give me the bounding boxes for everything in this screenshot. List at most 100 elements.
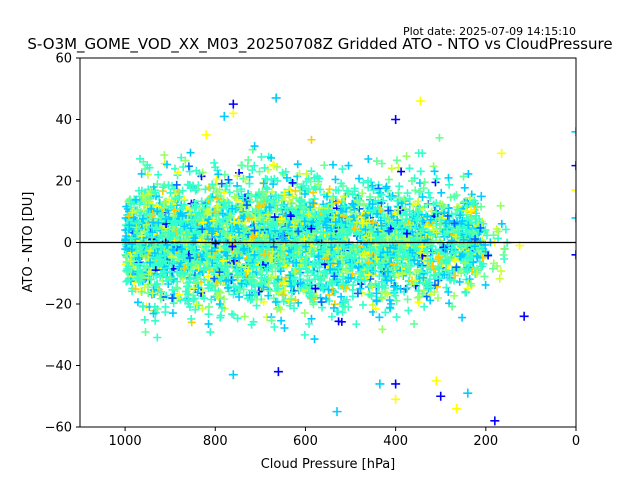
data-point	[366, 245, 375, 254]
data-point	[239, 285, 248, 294]
data-point	[431, 178, 440, 187]
data-point	[211, 239, 220, 248]
data-point	[461, 288, 470, 297]
data-point	[444, 173, 453, 182]
data-point	[341, 248, 350, 257]
data-point	[292, 209, 301, 218]
data-point	[195, 169, 204, 178]
data-point	[424, 188, 433, 197]
data-point	[426, 193, 435, 202]
data-point	[246, 190, 255, 199]
data-point	[154, 170, 163, 179]
data-point	[402, 152, 411, 161]
data-point	[133, 298, 142, 307]
data-point	[366, 192, 375, 201]
data-point	[279, 229, 288, 238]
data-point	[255, 213, 264, 222]
data-point	[299, 203, 308, 212]
data-point	[412, 216, 421, 225]
data-point	[204, 319, 213, 328]
data-point	[175, 192, 184, 201]
data-point	[330, 213, 339, 222]
data-point	[355, 196, 364, 205]
data-point	[245, 291, 254, 300]
data-point	[205, 225, 214, 234]
data-point	[371, 304, 380, 313]
data-point	[353, 289, 362, 298]
data-point	[294, 247, 303, 256]
data-point	[168, 294, 177, 303]
data-point	[286, 212, 295, 221]
data-point	[305, 292, 314, 301]
data-point	[219, 256, 228, 265]
data-point	[138, 191, 147, 200]
data-point	[204, 284, 213, 293]
data-point	[451, 209, 460, 218]
data-point	[293, 160, 302, 169]
data-point	[160, 251, 169, 260]
data-point	[358, 219, 367, 228]
data-point	[327, 312, 336, 321]
data-point	[455, 252, 464, 261]
data-point	[369, 186, 378, 195]
data-point	[122, 277, 131, 286]
data-point	[295, 269, 304, 278]
data-point	[151, 188, 160, 197]
data-point	[155, 234, 164, 243]
data-point	[571, 250, 576, 260]
data-point	[167, 220, 176, 229]
data-point	[371, 280, 380, 289]
data-point	[462, 255, 471, 264]
data-point	[349, 200, 358, 209]
data-point	[372, 297, 381, 306]
data-point	[307, 224, 316, 233]
data-point	[339, 192, 348, 201]
data-points	[121, 93, 576, 426]
data-point	[228, 242, 237, 251]
data-point	[343, 186, 352, 195]
data-point	[328, 278, 337, 287]
data-point	[337, 220, 346, 229]
data-point	[440, 209, 449, 218]
data-point	[277, 316, 286, 325]
data-point	[140, 227, 149, 236]
data-point	[448, 302, 457, 311]
data-point	[237, 161, 246, 170]
data-point	[244, 255, 253, 264]
data-point	[428, 261, 437, 270]
data-point	[339, 212, 348, 221]
data-point	[202, 200, 211, 209]
data-point	[141, 196, 150, 205]
data-point	[411, 244, 420, 253]
data-point	[420, 302, 429, 311]
data-point	[306, 280, 315, 289]
data-point	[337, 179, 346, 188]
data-point	[494, 234, 503, 243]
data-point	[388, 191, 397, 200]
data-point	[501, 225, 510, 234]
data-point	[260, 163, 269, 172]
data-point	[137, 231, 146, 240]
data-point	[354, 263, 363, 272]
data-point	[387, 193, 396, 202]
data-point	[275, 227, 284, 236]
y-axis-label: ATO - NTO [DU]	[21, 192, 36, 293]
data-point	[405, 194, 414, 203]
data-point	[288, 192, 297, 201]
x-axis: 1000 800 600 400 200 0	[109, 427, 580, 449]
data-point	[398, 268, 407, 277]
data-point	[369, 218, 378, 227]
data-point	[168, 309, 177, 318]
data-point	[142, 220, 151, 229]
data-point	[432, 174, 441, 183]
data-point	[307, 135, 316, 144]
data-point	[263, 185, 272, 194]
data-point	[203, 259, 212, 268]
data-point	[297, 196, 306, 205]
data-point	[331, 175, 340, 184]
data-point	[260, 223, 269, 232]
data-point	[359, 178, 368, 187]
data-point	[337, 292, 346, 301]
data-point	[200, 294, 209, 303]
data-point	[401, 284, 410, 293]
